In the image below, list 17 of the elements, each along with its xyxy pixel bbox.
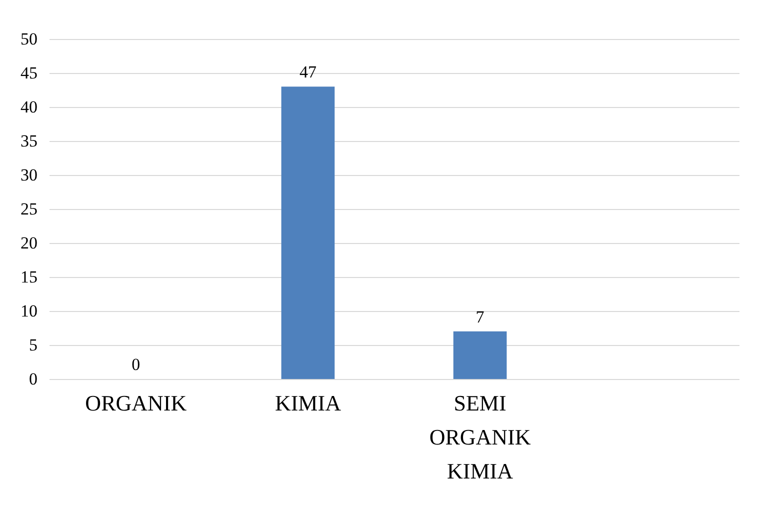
x-tick-label: KIMIA xyxy=(274,390,342,416)
text: 47 xyxy=(299,62,316,82)
y-tick-label: 5 xyxy=(29,336,38,354)
y-tick-label: 15 xyxy=(20,268,38,286)
text: 0 xyxy=(132,355,140,374)
y-tick-label: 45 xyxy=(20,64,38,82)
y-tick-label: 10 xyxy=(20,302,38,320)
y-tick-label: 30 xyxy=(20,166,38,184)
y-tick-label: 50 xyxy=(20,30,38,48)
y-tick-label: 20 xyxy=(20,234,38,252)
x-tick-label: SEMI ORGANIK KIMIA xyxy=(429,390,531,484)
text: 7 xyxy=(476,307,484,326)
x-tick-label: ORGANIK xyxy=(85,390,187,416)
y-tick-label: 0 xyxy=(29,370,38,388)
y-tick-label: 25 xyxy=(20,200,38,218)
y-tick-label: 40 xyxy=(20,98,38,116)
y-tick-label: 35 xyxy=(20,132,38,150)
